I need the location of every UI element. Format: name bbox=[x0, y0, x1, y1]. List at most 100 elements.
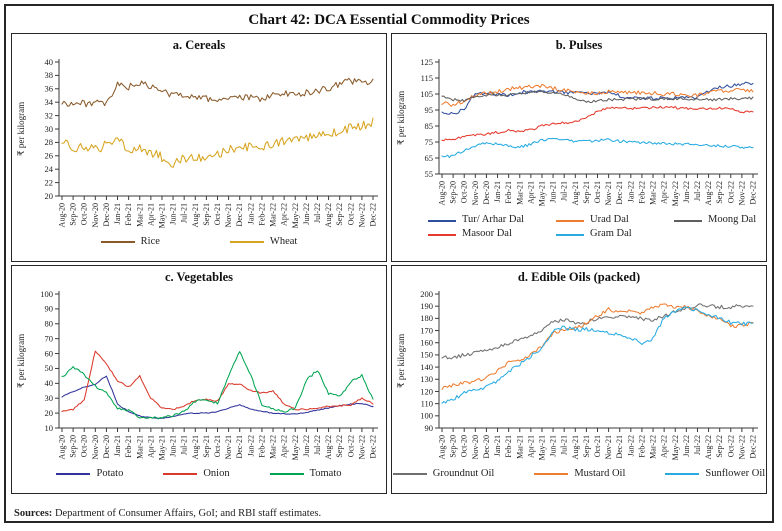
y-tick-label: 105 bbox=[420, 89, 433, 99]
gram-dal-line-swatch bbox=[556, 234, 584, 236]
x-tick-label: Apr-22 bbox=[659, 181, 668, 204]
x-tick-label: Dec-20 bbox=[101, 435, 110, 459]
x-tick-label: Dec-20 bbox=[481, 435, 490, 459]
x-tick-label: Jul-21 bbox=[179, 203, 188, 223]
sources-text: Department of Consumer Affairs, GoI; and… bbox=[54, 508, 322, 519]
y-tick-label: 110 bbox=[420, 398, 432, 408]
x-tick-label: May-22 bbox=[670, 181, 679, 206]
panel-cereals: a. Cereals 20 22 24 26 28 30 32 34 36 38 40 Aug-20 S… bbox=[11, 33, 387, 262]
legend-item-rice: Rice bbox=[100, 236, 160, 247]
wheat-line bbox=[60, 117, 374, 168]
vegetables-legend: Potato Onion Tomato bbox=[12, 468, 386, 479]
y-tick-label: 80 bbox=[44, 319, 53, 329]
x-tick-label: Apr-21 bbox=[146, 203, 155, 226]
y-tick-label: 24 bbox=[44, 164, 53, 174]
x-tick-label: Sep-20 bbox=[68, 435, 77, 458]
legend-label-masoor-dal: Masoor Dal bbox=[462, 228, 512, 239]
x-tick-label: Sep-21 bbox=[581, 435, 590, 458]
sources-note: Sources: Department of Consumer Affairs,… bbox=[14, 508, 321, 519]
legend-label-mustard-oil: Mustard Oil bbox=[574, 468, 626, 479]
x-tick-label: Mar-22 bbox=[648, 435, 657, 459]
x-tick-label: Nov-20 bbox=[90, 203, 99, 227]
urad-dal-line bbox=[440, 83, 754, 107]
legend-label-moong-dal: Moong Dal bbox=[708, 214, 757, 225]
y-tick-label: 30 bbox=[44, 124, 53, 134]
x-tick-label: Jun-22 bbox=[681, 181, 690, 203]
y-tick-label: 125 bbox=[420, 57, 433, 67]
x-tick-label: Oct-22 bbox=[726, 181, 735, 203]
groundnut-oil-line bbox=[440, 303, 754, 360]
y-tick-label: 34 bbox=[44, 97, 53, 107]
x-tick-label: Jul-21 bbox=[559, 181, 568, 201]
y-tick-label: 30 bbox=[44, 393, 53, 403]
y-tick-label: 55 bbox=[424, 169, 433, 179]
y-tick-label: 200 bbox=[420, 289, 433, 299]
x-tick-label: Jan-21 bbox=[113, 435, 122, 456]
panel-cereals-title: a. Cereals bbox=[172, 38, 226, 52]
x-tick-label: May-22 bbox=[290, 203, 299, 228]
y-tick-label: 90 bbox=[424, 423, 433, 433]
edible-oils-chart: 90 100 110 120 130 140 150 160 170 180 190 200 Aug-2… bbox=[396, 289, 758, 460]
x-tick-label: Nov-20 bbox=[90, 435, 99, 459]
legend-item-wheat: Wheat bbox=[229, 236, 297, 247]
x-tick-label: Oct-21 bbox=[213, 435, 222, 457]
x-tick-label: Aug-20 bbox=[437, 181, 446, 205]
x-tick-label: Jan-22 bbox=[246, 435, 255, 456]
x-tick-label: Feb-22 bbox=[637, 435, 646, 458]
x-tick-label: Jul-22 bbox=[312, 435, 321, 455]
y-tick-label: 90 bbox=[44, 304, 53, 314]
x-tick-label: Sep-20 bbox=[68, 203, 77, 226]
mustard-oil-line bbox=[440, 303, 754, 390]
y-tick-label: 85 bbox=[424, 121, 433, 131]
x-tick-label: Feb-21 bbox=[504, 181, 513, 204]
urad-dal-line-swatch bbox=[556, 220, 584, 222]
y-tick-label: 22 bbox=[44, 177, 53, 187]
x-tick-label: Oct-22 bbox=[346, 203, 355, 225]
x-tick-label: Nov-21 bbox=[604, 435, 613, 459]
legend-item-mustard-oil: Mustard Oil bbox=[534, 468, 625, 479]
panel-vegetables-title: c. Vegetables bbox=[164, 270, 234, 284]
cereals-chart: 20 22 24 26 28 30 32 34 36 38 40 Aug-20 Sep-20 Oct-20… bbox=[16, 57, 378, 228]
x-tick-label: Mar-21 bbox=[135, 203, 144, 227]
cereals-legend: Rice Wheat bbox=[12, 236, 386, 247]
legend-item-gram-dal: Gram Dal bbox=[556, 228, 674, 239]
x-tick-label: Dec-21 bbox=[615, 181, 624, 205]
x-tick-label: May-21 bbox=[537, 181, 546, 206]
x-tick-label: Dec-20 bbox=[481, 181, 490, 205]
x-tick-label: May-21 bbox=[537, 435, 546, 460]
x-tick-label: Nov-21 bbox=[604, 181, 613, 205]
rice-line bbox=[60, 77, 374, 108]
y-axis-title: ₹ per kilogram bbox=[16, 334, 26, 388]
legend-label-gram-dal: Gram Dal bbox=[590, 228, 632, 239]
x-tick-label: Oct-22 bbox=[726, 435, 735, 457]
y-tick-label: 60 bbox=[44, 348, 53, 358]
x-tick-label: Jul-21 bbox=[559, 435, 568, 455]
legend-label-onion: Onion bbox=[203, 468, 230, 479]
panel-edible-oils-title: d. Edible Oils (packed) bbox=[517, 270, 641, 284]
moong-dal-line bbox=[440, 90, 754, 104]
x-tick-label: Aug-21 bbox=[190, 203, 199, 227]
mustard-oil-line-swatch bbox=[534, 472, 569, 475]
x-tick-label: Jan-21 bbox=[493, 435, 502, 456]
x-tick-label: Nov-20 bbox=[470, 181, 479, 205]
y-tick-label: 150 bbox=[420, 350, 433, 360]
x-tick-label: Oct-20 bbox=[459, 435, 468, 457]
x-tick-label: Apr-21 bbox=[146, 435, 155, 458]
legend-label-sunflower-oil: Sunflower Oil bbox=[705, 468, 766, 479]
y-tick-label: 26 bbox=[44, 151, 53, 161]
tur-arhar-dal-line-swatch bbox=[428, 220, 456, 222]
x-tick-label: Jun-21 bbox=[548, 181, 557, 203]
x-tick-label: Jan-22 bbox=[246, 203, 255, 224]
x-tick-label: May-21 bbox=[157, 435, 166, 460]
x-tick-label: Dec-22 bbox=[368, 203, 377, 227]
x-tick-label: Jun-22 bbox=[301, 435, 310, 457]
x-tick-label: Jun-21 bbox=[168, 203, 177, 225]
legend-label-tur-arhar-dal: Tur/ Arhar Dal bbox=[462, 214, 525, 225]
x-tick-label: Jan-21 bbox=[493, 181, 502, 202]
x-tick-label: Feb-22 bbox=[637, 181, 646, 204]
x-tick-label: Mar-21 bbox=[135, 435, 144, 459]
x-tick-label: Sep-22 bbox=[335, 435, 344, 458]
y-tick-label: 20 bbox=[44, 191, 53, 201]
gram-dal-line bbox=[440, 137, 754, 159]
panels-grid: a. Cereals 20 22 24 26 28 30 32 34 36 38 40 Aug-20 S… bbox=[6, 33, 772, 494]
